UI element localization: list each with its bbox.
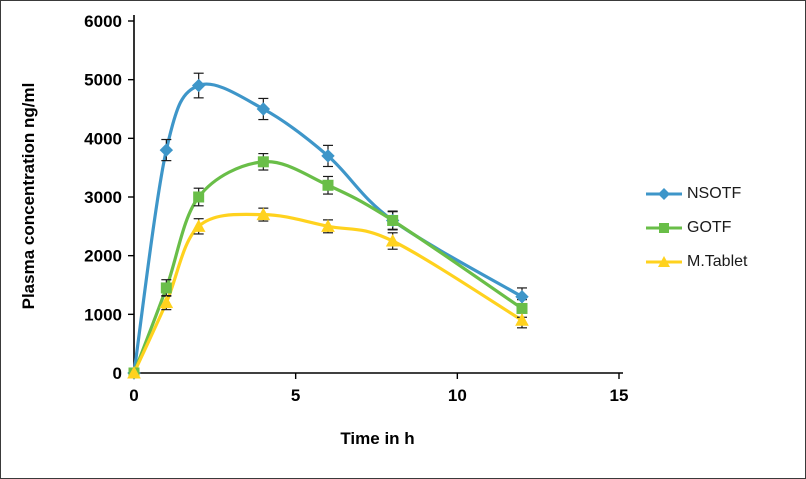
triangle-marker — [127, 365, 141, 379]
legend-marker-icon — [646, 256, 682, 267]
diamond-marker — [159, 143, 174, 157]
legend-marker-icon — [646, 188, 682, 200]
legend-item-NSOTF: NSOTF — [645, 185, 747, 203]
x-tick-label: 15 — [610, 386, 629, 405]
series-line-M.Tablet — [132, 212, 524, 375]
y-tick-label: 1000 — [84, 305, 122, 324]
legend-item-GOTF: GOTF — [645, 219, 747, 237]
legend-label: NSOTF — [687, 185, 742, 202]
legend-label: GOTF — [687, 219, 732, 236]
legend: NSOTF GOTF M.Tablet — [645, 185, 747, 271]
triangle-marker — [515, 313, 529, 326]
diamond-marker — [321, 149, 335, 163]
triangle-marker — [321, 219, 335, 232]
y-tick-label: 4000 — [84, 129, 122, 148]
x-axis-title: Time in h — [340, 429, 415, 448]
legend-marker-icon — [646, 223, 682, 233]
y-tick-label: 0 — [113, 364, 122, 383]
y-tick-label: 6000 — [84, 12, 122, 31]
y-tick-label: 5000 — [84, 71, 122, 90]
square-marker — [387, 214, 399, 226]
square-marker — [257, 156, 269, 168]
x-tick-label: 10 — [448, 386, 467, 405]
legend-item-M.Tablet: M.Tablet — [645, 253, 747, 271]
square-marker — [193, 191, 205, 203]
square-marker — [160, 282, 172, 294]
diamond-marker — [515, 290, 529, 304]
y-tick-label: 3000 — [84, 188, 122, 207]
y-tick-label: 2000 — [84, 247, 122, 266]
x-tick-label: 5 — [291, 386, 300, 405]
legend-label: M.Tablet — [687, 253, 748, 270]
triangle-marker — [159, 295, 174, 309]
x-tick-label: 0 — [129, 386, 138, 405]
triangle-marker — [191, 219, 206, 232]
triangle-marker — [256, 207, 271, 221]
diamond-marker — [256, 102, 271, 116]
y-axis-title: Plasma concentration ng/ml — [19, 82, 38, 310]
square-marker — [322, 179, 334, 191]
square-marker — [516, 302, 528, 314]
triangle-marker — [385, 233, 400, 247]
diamond-marker — [191, 78, 206, 93]
